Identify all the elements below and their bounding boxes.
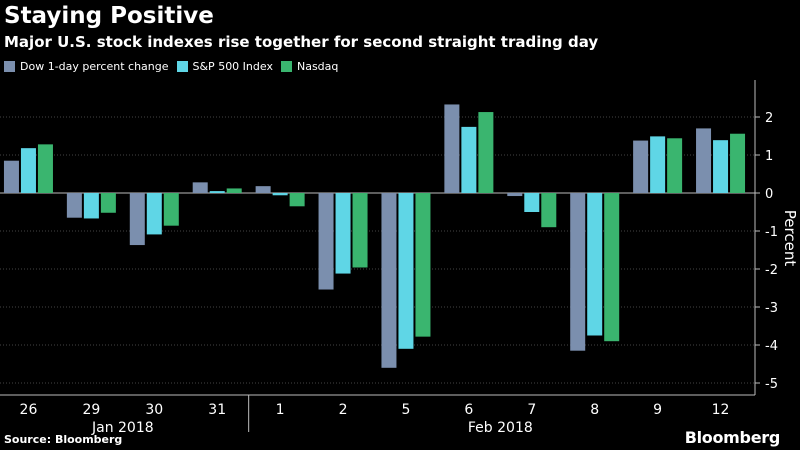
- y-tick-label: -1: [765, 225, 778, 240]
- bar-nasdaq: [415, 193, 431, 337]
- bar-dow: [3, 160, 19, 193]
- x-tick-label: 29: [82, 402, 100, 418]
- x-tick-label: 26: [20, 402, 38, 418]
- y-tick-label: 0: [765, 187, 773, 202]
- bar-dow: [192, 182, 208, 193]
- y-tick-label: 2: [765, 111, 773, 126]
- bar-sp500: [83, 193, 99, 219]
- bar-sp500: [335, 193, 351, 274]
- source-note: Source: Bloomberg: [4, 433, 123, 446]
- bar-sp500: [587, 193, 603, 336]
- legend-item-sp500: S&P 500 Index: [176, 60, 273, 73]
- x-tick-label: 30: [145, 402, 163, 418]
- bar-sp500: [209, 191, 225, 193]
- bar-nasdaq: [226, 188, 242, 193]
- x-tick-label: 6: [464, 402, 473, 418]
- y-axis-label: Percent: [781, 210, 799, 267]
- bar-nasdaq: [37, 144, 53, 193]
- bar-dow: [318, 193, 334, 290]
- chart-title: Staying Positive: [4, 3, 214, 29]
- bar-dow: [255, 186, 271, 193]
- legend-swatch-nasdaq: [280, 61, 292, 72]
- bar-dow: [381, 193, 397, 368]
- bar-nasdaq: [352, 193, 368, 268]
- bar-sp500: [146, 193, 162, 235]
- month-label: Jan 2018: [91, 420, 154, 436]
- bar-dow: [633, 140, 649, 193]
- bar-nasdaq: [541, 193, 557, 228]
- bar-nasdaq: [604, 193, 620, 342]
- bar-dow: [66, 193, 82, 218]
- bloomberg-logo: Bloomberg: [684, 428, 781, 447]
- bar-sp500: [20, 148, 36, 193]
- bar-sp500: [398, 193, 414, 349]
- bar-nasdaq: [478, 112, 494, 193]
- bar-nasdaq: [289, 193, 305, 207]
- x-tick-label: 12: [712, 402, 730, 418]
- legend-label-nasdaq: Nasdaq: [296, 60, 339, 73]
- bar-nasdaq: [100, 193, 116, 213]
- bar-nasdaq: [730, 133, 746, 193]
- legend-item-dow: Dow 1-day percent change: [4, 60, 169, 73]
- bar-dow: [507, 193, 523, 197]
- legend-swatch-sp500: [176, 61, 188, 72]
- x-tick-label: 9: [653, 402, 662, 418]
- x-tick-label: 31: [208, 402, 226, 418]
- month-label: Feb 2018: [468, 420, 533, 436]
- bar-dow: [444, 104, 460, 193]
- y-tick-label: -3: [765, 301, 778, 316]
- bar-dow: [570, 193, 586, 351]
- x-tick-label: 7: [527, 402, 536, 418]
- bar-dow: [129, 193, 145, 246]
- legend-swatch-dow: [4, 61, 15, 72]
- bar-dow: [696, 128, 712, 193]
- bar-nasdaq: [667, 138, 683, 193]
- y-tick-label: -2: [765, 263, 778, 278]
- legend-item-nasdaq: Nasdaq: [280, 60, 339, 73]
- legend: Dow 1-day percent change S&P 500 Index N…: [4, 60, 338, 73]
- x-tick-label: 8: [590, 402, 599, 418]
- bar-sp500: [461, 126, 477, 193]
- chart-subtitle: Major U.S. stock indexes rise together f…: [4, 33, 599, 51]
- y-tick-label: -4: [765, 339, 778, 354]
- y-tick-label: 1: [765, 149, 773, 164]
- bar-sp500: [650, 136, 666, 193]
- bar-sp500: [524, 193, 540, 212]
- y-tick-label: -5: [765, 377, 778, 392]
- x-tick-label: 1: [276, 402, 285, 418]
- bar-nasdaq: [163, 193, 179, 226]
- x-tick-label: 2: [339, 402, 348, 418]
- bar-sp500: [272, 193, 288, 196]
- bar-sp500: [713, 140, 729, 193]
- legend-label-sp500: S&P 500 Index: [192, 60, 273, 73]
- legend-label-dow: Dow 1-day percent change: [20, 60, 169, 73]
- x-tick-label: 5: [401, 402, 410, 418]
